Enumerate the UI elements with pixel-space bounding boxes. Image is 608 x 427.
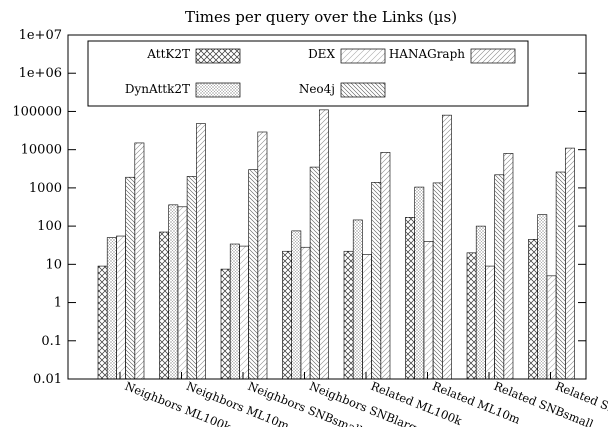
legend: AttK2T DynAttk2T DEX Neo4j HANAGraph <box>87 40 529 107</box>
legend-swatch <box>340 48 386 64</box>
bar-hanagraph-1 <box>134 142 145 380</box>
bar-attk2t-7 <box>466 252 477 380</box>
chart-title: Times per query over the Links (µs) <box>185 8 457 26</box>
y-tick-label: 100 <box>37 219 62 234</box>
bar-hanagraph-4 <box>318 109 329 380</box>
plot-frame <box>67 34 587 380</box>
bars <box>97 109 575 380</box>
y-tick-label: 100000 <box>12 104 62 119</box>
bar-dex-3 <box>239 245 249 380</box>
bar-neo4j-7 <box>494 174 505 380</box>
bar-dynattk2t-3 <box>229 243 240 380</box>
legend-swatch <box>195 82 241 98</box>
bar-dex-4 <box>300 246 311 380</box>
bar-dynattk2t-1 <box>106 237 117 380</box>
bar-dex-2 <box>177 206 188 380</box>
bar-dynattk2t-7 <box>475 225 486 380</box>
bar-dynattk2t-2 <box>168 204 179 380</box>
bar-attk2t-6 <box>405 217 415 380</box>
bar-neo4j-2 <box>186 176 197 380</box>
legend-swatch <box>470 48 516 64</box>
y-tick-label: 1e+07 <box>19 28 62 43</box>
y-tick-label: 1 <box>54 296 62 311</box>
bar-dex-5 <box>362 254 372 380</box>
bar-neo4j-5 <box>371 182 382 380</box>
bar-attk2t-3 <box>220 268 231 380</box>
bar-hanagraph-8 <box>564 147 575 380</box>
legend-swatch <box>195 48 241 64</box>
y-tick-label: 0.1 <box>41 334 62 349</box>
bar-attk2t-4 <box>282 250 292 380</box>
legend-box <box>87 40 529 107</box>
bar-hanagraph-3 <box>257 131 268 380</box>
bar-attk2t-1 <box>97 265 108 380</box>
bar-dynattk2t-8 <box>537 214 548 380</box>
legend-label: Neo4j <box>299 82 335 96</box>
y-tick-label: 10000 <box>21 143 62 158</box>
bar-dynattk2t-4 <box>291 230 302 380</box>
bar-hanagraph-5 <box>380 152 391 380</box>
bar-dex-6 <box>423 241 434 380</box>
legend-label: DEX <box>308 47 335 61</box>
bar-hanagraph-7 <box>503 153 514 380</box>
bar-dynattk2t-5 <box>352 219 363 380</box>
y-tick-label: 0.01 <box>33 372 62 387</box>
bar-attk2t-8 <box>528 239 538 380</box>
bar-attk2t-5 <box>343 250 354 380</box>
bar-neo4j-3 <box>248 169 259 380</box>
y-tick-label: 1e+06 <box>19 66 62 81</box>
y-tick-label: 1000 <box>29 181 62 196</box>
legend-label: DynAttk2T <box>125 82 190 96</box>
y-axis-ticks: 0.01 0.1 1 10 100 1000 10000 100000 1e+06 1e+07 <box>12 28 586 387</box>
bar-neo4j-6 <box>432 182 443 380</box>
bar-neo4j-8 <box>555 171 566 380</box>
legend-label: HANAGraph <box>389 47 465 61</box>
bar-dex-1 <box>116 235 126 380</box>
bar-attk2t-2 <box>159 231 169 380</box>
bar-dex-8 <box>546 275 557 380</box>
bar-hanagraph-2 <box>196 123 206 380</box>
bar-neo4j-4 <box>309 166 320 380</box>
bar-dex-7 <box>485 265 495 380</box>
y-tick-label: 10 <box>45 257 62 272</box>
legend-label: AttK2T <box>146 47 190 61</box>
bar-hanagraph-6 <box>441 114 452 380</box>
legend-swatch <box>340 82 386 98</box>
bar-dynattk2t-6 <box>414 186 425 380</box>
bar-neo4j-1 <box>125 176 136 380</box>
